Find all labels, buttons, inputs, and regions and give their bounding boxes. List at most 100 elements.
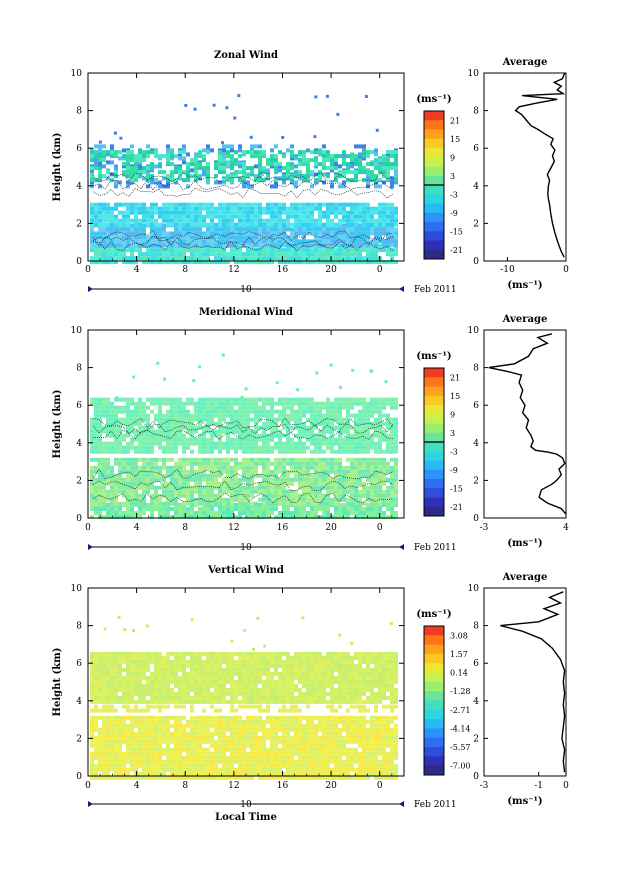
heatmap-cell <box>170 174 174 179</box>
heatmap-cell <box>286 166 290 171</box>
colorbar-swatch <box>424 111 444 121</box>
x-tick-label: 16 <box>277 265 289 275</box>
heatmap-cell <box>98 457 102 462</box>
contour-line <box>92 171 394 183</box>
heatmap-cell <box>286 214 290 219</box>
heatmap-cell <box>138 437 142 442</box>
heatmap-cell <box>254 164 258 169</box>
heatmap-cell <box>346 252 350 257</box>
heatmap-cell <box>366 497 370 502</box>
heatmap-cell <box>214 243 218 248</box>
heatmap-cell <box>230 166 234 171</box>
heatmap-cell <box>250 493 254 498</box>
heatmap-cell <box>282 166 286 171</box>
heatmap-cell <box>370 413 374 418</box>
heatmap-cell <box>246 485 250 490</box>
heatmap-cell <box>194 485 198 490</box>
heatmap-cell <box>178 256 182 261</box>
heatmap-cell <box>338 731 342 736</box>
heatmap-cell <box>206 735 210 740</box>
heatmap-cell <box>150 731 154 736</box>
heatmap-cell <box>110 421 114 426</box>
heatmap-cell <box>214 719 218 724</box>
heatmap-cell <box>262 441 266 446</box>
heatmap-cell <box>310 150 314 155</box>
heatmap-cell <box>250 243 254 248</box>
heatmap-cell <box>142 227 146 232</box>
heatmap-cell <box>382 231 386 236</box>
heatmap-cell <box>94 501 98 506</box>
heatmap-cell <box>154 457 158 462</box>
heatmap-cell <box>358 755 362 760</box>
heatmap-cell <box>142 433 146 438</box>
heatmap-cell <box>366 511 370 515</box>
heatmap-cell <box>394 449 398 454</box>
heatmap-cell <box>233 116 237 120</box>
heatmap-cell <box>206 150 210 155</box>
heatmap-cell <box>310 210 314 215</box>
heatmap-cell <box>110 214 114 219</box>
heatmap-cell <box>182 739 186 744</box>
heatmap-cell <box>390 180 394 185</box>
heatmap-cell <box>366 425 370 430</box>
heatmap-cell <box>306 239 310 244</box>
heatmap-cell <box>354 727 358 732</box>
heatmap-cell <box>338 461 342 466</box>
heatmap-cell <box>194 511 198 515</box>
heatmap-cell <box>182 170 186 175</box>
heatmap-cell <box>382 158 386 163</box>
heatmap-cell <box>194 747 198 752</box>
heatmap-cell <box>290 180 294 185</box>
heatmap-cell <box>198 735 202 740</box>
heatmap-cell <box>210 239 214 244</box>
date-label: Feb 2011 <box>414 543 457 553</box>
heatmap-cell <box>202 747 206 752</box>
heatmap-cell <box>114 260 118 265</box>
heatmap-cell <box>246 413 250 418</box>
heatmap-cell <box>270 755 274 760</box>
heatmap-cell <box>122 755 126 760</box>
heatmap-cell <box>302 150 306 155</box>
heatmap-cell <box>190 425 194 430</box>
heatmap-cell <box>206 747 210 752</box>
heatmap-cell <box>270 731 274 736</box>
heatmap-cell <box>94 417 98 422</box>
heatmap-cell <box>134 248 138 253</box>
heatmap-cell <box>322 747 326 752</box>
heatmap-cell <box>294 243 298 248</box>
heatmap-cell <box>122 437 126 442</box>
heatmap-cell <box>358 493 362 498</box>
heatmap-cell <box>230 231 234 236</box>
heatmap-cell <box>150 425 154 430</box>
heatmap-cell <box>198 481 202 486</box>
heatmap-cell <box>258 433 262 438</box>
heatmap-cell <box>310 461 314 466</box>
heatmap-cell <box>390 405 394 410</box>
heatmap-cell <box>178 731 182 736</box>
heatmap-cell <box>226 421 230 426</box>
heatmap-cell <box>94 743 98 748</box>
heatmap-cell <box>282 755 286 760</box>
contour-line <box>92 179 394 191</box>
heatmap-cell <box>310 493 314 498</box>
heatmap-cell <box>246 206 250 211</box>
heatmap-cell <box>390 176 394 181</box>
heatmap-cell <box>174 465 178 470</box>
heatmap-cell <box>202 239 206 244</box>
heatmap-cell <box>370 256 374 261</box>
heatmap-cell <box>214 162 218 167</box>
heatmap-cell <box>334 507 338 511</box>
heatmap-cell <box>190 507 194 511</box>
heatmap-cell <box>338 735 342 740</box>
heatmap-cell <box>254 433 258 438</box>
date-arrow-left <box>88 544 93 550</box>
heatmap-cell <box>194 473 198 478</box>
heatmap-cell <box>370 755 374 760</box>
heatmap-cell <box>214 751 218 756</box>
heatmap-cell <box>198 723 202 728</box>
heatmap-cell <box>234 445 238 450</box>
date-day: 10 <box>240 285 252 295</box>
contour-line <box>92 492 394 504</box>
heatmap-cell <box>218 731 222 736</box>
heatmap-cell <box>334 735 338 740</box>
